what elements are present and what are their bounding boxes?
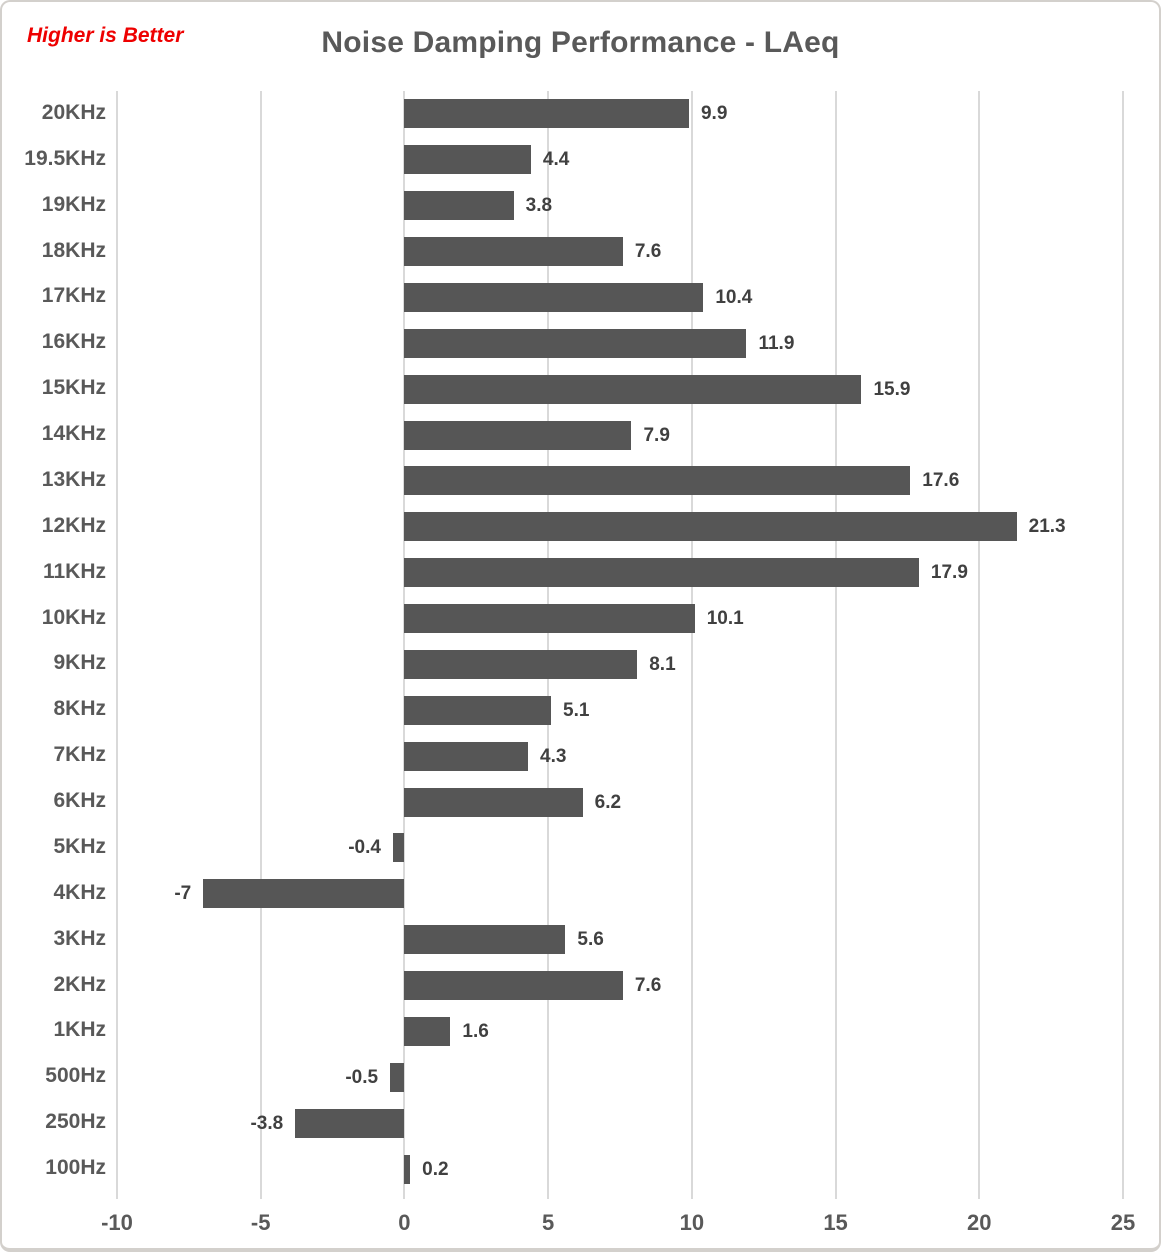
value-label: 10.4	[715, 286, 753, 308]
value-label: 17.9	[930, 562, 968, 584]
category-label: 10KHz	[41, 605, 106, 629]
value-label: 5.1	[563, 699, 590, 721]
value-label: 10.1	[706, 608, 744, 630]
category-label: 5KHz	[53, 834, 106, 858]
bar	[404, 420, 632, 450]
bar	[404, 925, 566, 955]
x-tick-label: 20	[967, 1210, 992, 1235]
gridline	[547, 91, 550, 1199]
gridline	[116, 91, 118, 1199]
gridline	[403, 91, 406, 1199]
value-label: 7.6	[634, 975, 662, 997]
gridline	[978, 91, 981, 1199]
value-label: 4.4	[542, 149, 570, 171]
value-label: 1.6	[462, 1020, 489, 1042]
category-label: 6KHz	[53, 789, 106, 813]
value-label: 0.2	[422, 1158, 449, 1180]
bar	[404, 282, 704, 312]
category-label: 3KHz	[53, 926, 106, 950]
bar	[404, 512, 1017, 542]
bar	[404, 695, 551, 725]
x-tick-label: 15	[823, 1210, 848, 1235]
value-label: 15.9	[873, 378, 911, 400]
category-label: 19.5KHz	[24, 146, 106, 170]
value-label: 21.3	[1028, 516, 1066, 538]
bar	[390, 1062, 405, 1092]
bar	[392, 833, 405, 863]
value-label: 7.6	[634, 241, 662, 263]
category-label: 19KHz	[41, 192, 106, 216]
bar	[404, 1154, 411, 1184]
value-label: 4.3	[540, 745, 567, 767]
bar	[404, 374, 862, 404]
gridline	[690, 91, 693, 1199]
higher-is-better-note: Higher is Better	[27, 24, 184, 47]
category-label: 14KHz	[41, 422, 106, 446]
x-tick-label: 5	[542, 1210, 555, 1235]
value-label: 11.9	[758, 332, 795, 354]
value-label: 6.2	[594, 791, 622, 813]
x-tick-label: 25	[1110, 1210, 1136, 1235]
bar	[404, 971, 623, 1001]
gridline	[834, 91, 837, 1199]
bar	[404, 145, 531, 175]
bar	[404, 1016, 451, 1046]
value-label: 9.9	[700, 103, 728, 125]
bar	[404, 741, 529, 771]
value-label: 3.8	[525, 195, 553, 217]
category-label: 20KHz	[41, 100, 106, 124]
category-label: 13KHz	[41, 467, 106, 491]
bar	[404, 649, 638, 679]
category-label: 4KHz	[53, 880, 106, 904]
category-label: 2KHz	[53, 972, 106, 996]
category-label: 500Hz	[45, 1064, 106, 1088]
category-label: 18KHz	[41, 238, 106, 262]
bar	[404, 191, 514, 221]
x-tick-label: -10	[101, 1210, 133, 1235]
category-label: 12KHz	[41, 513, 106, 537]
bar	[295, 1108, 405, 1138]
gridline	[259, 91, 262, 1199]
category-label: 15KHz	[41, 376, 106, 400]
gridline	[1122, 91, 1124, 1199]
value-label: 17.6	[922, 470, 960, 492]
category-label: 17KHz	[41, 284, 106, 308]
value-label: 8.1	[649, 653, 676, 675]
bar	[404, 604, 695, 634]
bar	[404, 466, 911, 496]
category-label: 100Hz	[45, 1156, 106, 1180]
value-label: -0.5	[345, 1066, 379, 1088]
value-label: 7.9	[643, 424, 670, 446]
x-tick-label: 0	[398, 1210, 411, 1235]
category-label: 16KHz	[41, 330, 106, 354]
value-label: -7	[174, 883, 192, 905]
bar	[404, 787, 583, 817]
x-tick-label: 10	[679, 1210, 705, 1235]
category-label: 250Hz	[45, 1110, 106, 1134]
category-label: 1KHz	[53, 1018, 106, 1042]
value-label: -0.4	[348, 837, 381, 859]
value-label: 5.6	[577, 929, 604, 951]
bar	[404, 237, 623, 267]
bar	[203, 879, 405, 909]
bar	[404, 558, 919, 588]
category-label: 9KHz	[53, 651, 106, 675]
value-label: -3.8	[250, 1112, 284, 1134]
bar	[404, 328, 747, 358]
x-tick-label: -5	[250, 1210, 271, 1235]
category-label: 11KHz	[42, 559, 106, 583]
category-label: 7KHz	[53, 743, 106, 767]
chart-title: Noise Damping Performance - LAeq	[321, 26, 840, 59]
category-label: 8KHz	[53, 697, 106, 721]
bar	[404, 99, 689, 129]
